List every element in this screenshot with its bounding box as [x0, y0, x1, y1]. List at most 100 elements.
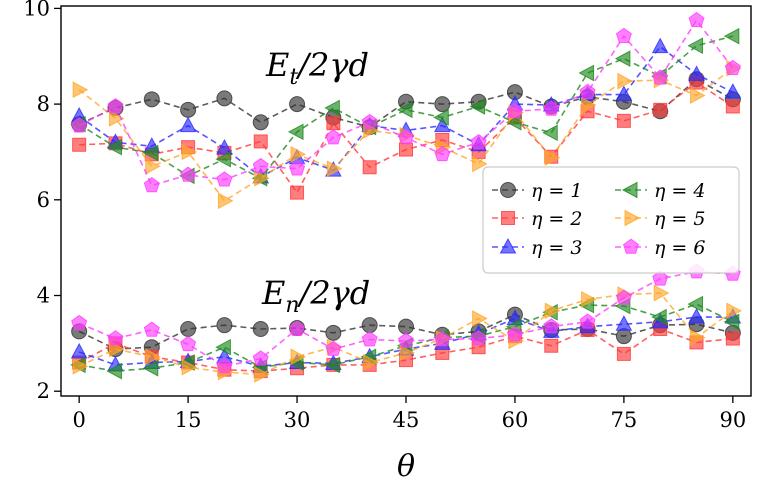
y-tick-label: 2 — [37, 379, 50, 403]
data-point — [106, 138, 122, 156]
data-point — [361, 331, 378, 347]
data-point — [653, 284, 670, 302]
data-point — [253, 134, 268, 149]
data-point — [544, 302, 561, 320]
x-tick-label: 90 — [719, 408, 746, 432]
data-point — [363, 354, 379, 371]
legend-label: η = 2 — [531, 208, 582, 230]
data-point — [581, 291, 597, 308]
data-point — [724, 83, 742, 99]
legend-label: η = 3 — [531, 237, 582, 259]
data-point — [544, 338, 559, 353]
annotation-upper: Et/2γd — [265, 46, 369, 90]
data-point — [290, 146, 307, 163]
data-point — [70, 342, 88, 359]
data-point — [723, 313, 740, 331]
data-point — [723, 27, 740, 45]
data-point — [615, 289, 632, 305]
data-point — [215, 338, 231, 356]
x-tick-label: 45 — [393, 408, 420, 432]
data-point — [688, 307, 705, 324]
data-point — [216, 90, 233, 107]
data-point — [433, 116, 451, 133]
data-point — [433, 109, 449, 126]
data-point — [397, 129, 415, 145]
data-point — [399, 142, 413, 157]
data-point — [616, 113, 631, 128]
data-point — [434, 96, 451, 113]
data-point — [290, 348, 307, 366]
data-point — [472, 155, 488, 173]
data-point — [252, 114, 269, 131]
data-point — [579, 83, 596, 99]
data-point — [215, 150, 231, 168]
data-point — [107, 98, 124, 114]
data-point — [472, 310, 488, 327]
data-point — [434, 145, 451, 162]
data-point — [290, 185, 305, 200]
legend-item: η = 5 — [615, 208, 705, 230]
data-point — [615, 328, 632, 345]
data-point — [142, 359, 159, 377]
data-point — [325, 129, 342, 145]
data-point — [143, 91, 160, 108]
data-point — [71, 314, 88, 331]
data-point — [653, 102, 668, 117]
data-point — [143, 177, 160, 193]
data-point — [470, 330, 487, 346]
data-point — [324, 99, 340, 117]
y-tick-label: 6 — [37, 188, 50, 212]
data-point — [145, 348, 161, 366]
data-point — [106, 362, 122, 380]
data-point — [651, 37, 669, 54]
data-point — [289, 96, 306, 113]
x-axis-label: θ — [397, 449, 415, 484]
data-point — [399, 344, 416, 362]
annotation-lower: En/2γd — [261, 274, 370, 318]
legend-label: η = 6 — [654, 237, 705, 259]
data-point — [252, 350, 269, 366]
data-point — [581, 96, 597, 114]
data-point — [578, 64, 595, 82]
data-point — [217, 192, 234, 210]
data-point — [142, 144, 159, 162]
data-point — [434, 331, 451, 347]
y-tick-label: 4 — [37, 284, 50, 308]
data-point — [325, 340, 342, 356]
data-point — [690, 87, 706, 104]
legend-item: η = 2 — [492, 208, 582, 230]
annotation-upper-sub: t — [289, 65, 298, 90]
data-point — [181, 358, 198, 376]
x-tick-label: 30 — [284, 408, 311, 432]
data-point — [143, 321, 160, 337]
data-point — [72, 81, 89, 99]
data-point — [506, 102, 523, 119]
data-point — [397, 332, 415, 348]
data-point — [615, 85, 633, 102]
data-point — [616, 346, 631, 361]
data-point — [361, 113, 378, 130]
data-point — [615, 315, 633, 331]
data-point — [469, 98, 486, 115]
data-point — [326, 116, 341, 131]
data-point — [180, 101, 197, 118]
data-point — [687, 37, 704, 55]
data-point — [688, 11, 705, 28]
legend-item: η = 3 — [492, 237, 582, 259]
data-point — [725, 331, 740, 346]
data-point — [216, 317, 233, 334]
data-point — [615, 27, 632, 43]
annotation-upper-base: E — [265, 46, 289, 84]
legend-label: η = 5 — [654, 208, 705, 230]
data-point — [287, 123, 304, 141]
data-point — [396, 101, 413, 119]
data-point — [254, 169, 270, 187]
data-point — [179, 116, 197, 133]
data-point — [724, 59, 741, 76]
y-tick-label: 10 — [23, 0, 50, 20]
x-tick-label: 75 — [611, 408, 638, 432]
axis-ticks: 0 15 30 45 60 75 90 2 4 6 8 10 — [23, 0, 746, 432]
data-point — [361, 317, 378, 334]
legend-item: η = 4 — [615, 180, 705, 202]
x-tick-label: 15 — [175, 408, 202, 432]
